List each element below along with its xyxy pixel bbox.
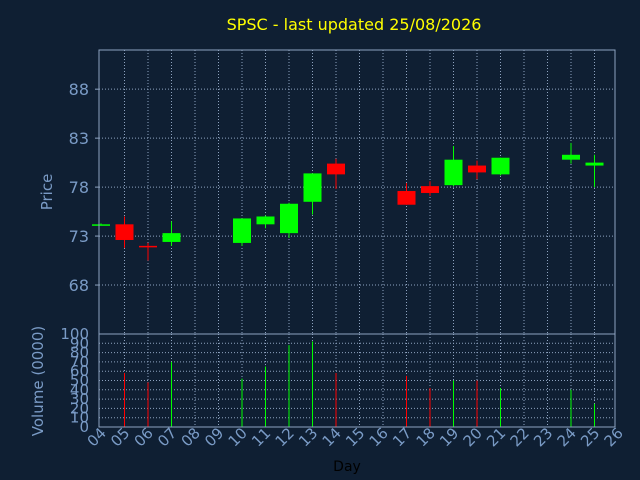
day-tick-labels: 0405060708091011121314151617181920212223… (84, 424, 627, 450)
price-tick-label: 83 (69, 129, 89, 148)
candle-body (115, 224, 134, 240)
candle-body (468, 165, 486, 173)
price-grid (95, 50, 615, 334)
candle-body (397, 191, 416, 205)
candle-body (162, 233, 181, 242)
candle-body (92, 224, 110, 226)
candle-body (139, 245, 157, 248)
price-tick-label: 68 (69, 276, 89, 295)
volume-tick-label: 50 (70, 372, 89, 390)
candle-body (562, 154, 580, 160)
volume-tick-label: 90 (70, 334, 89, 352)
volume-tick-label: 40 (70, 381, 89, 399)
candle-body (303, 173, 322, 202)
candle-body (256, 216, 275, 225)
volume-tick-label: 30 (70, 390, 89, 408)
candle-body (585, 162, 604, 166)
candle-body (327, 163, 345, 175)
price-axis-label: Price (38, 174, 56, 211)
volume-tick-label: 60 (70, 362, 89, 380)
volume-axis-label: Volume (0000) (29, 326, 47, 436)
volume-tick-label: 0 (79, 418, 89, 436)
candlesticks (92, 143, 604, 261)
volume-bars (124, 341, 595, 427)
chart-title: SPSC - last updated 25/08/2026 (227, 15, 482, 34)
price-tick-labels: 68 73 78 83 88 (69, 80, 89, 295)
candle-body (491, 157, 510, 175)
candle-body (280, 203, 298, 234)
volume-panel-border (98, 333, 616, 428)
volume-tick-label: 10 (70, 409, 89, 427)
volume-tick-label: 100 (60, 325, 89, 343)
candle-body (233, 218, 251, 243)
price-tick-label: 78 (69, 178, 89, 197)
volume-tick-label: 20 (70, 399, 89, 417)
candle-body (421, 186, 439, 193)
candle-body (444, 159, 463, 186)
price-tick-label: 88 (69, 80, 89, 99)
day-axis-label: Day (333, 459, 361, 475)
price-tick-label: 73 (69, 227, 89, 246)
volume-tick-label: 70 (70, 353, 89, 371)
volume-tick-label: 80 (70, 344, 89, 362)
price-panel: 68 73 78 83 88 Price (38, 49, 616, 335)
